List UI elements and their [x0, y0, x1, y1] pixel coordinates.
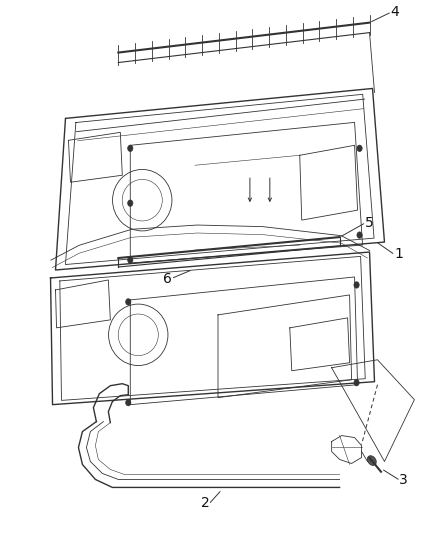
- Circle shape: [357, 145, 362, 151]
- Text: 1: 1: [394, 247, 403, 261]
- Circle shape: [127, 200, 133, 206]
- Text: 3: 3: [399, 473, 408, 487]
- Circle shape: [354, 379, 359, 386]
- Circle shape: [357, 232, 362, 238]
- Circle shape: [127, 145, 133, 151]
- Text: 6: 6: [163, 272, 172, 286]
- Circle shape: [126, 399, 131, 406]
- Text: 5: 5: [365, 216, 374, 230]
- Text: 2: 2: [201, 496, 209, 511]
- Circle shape: [127, 257, 133, 263]
- Text: 4: 4: [391, 5, 399, 19]
- Circle shape: [126, 298, 131, 305]
- Circle shape: [354, 282, 359, 288]
- Ellipse shape: [367, 456, 376, 465]
